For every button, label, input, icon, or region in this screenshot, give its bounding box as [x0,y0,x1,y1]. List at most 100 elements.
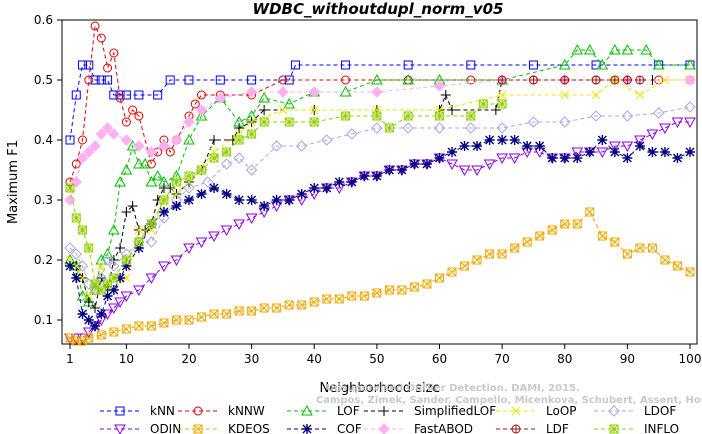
data-point [158,207,169,217]
data-point [234,195,245,205]
data-point [71,213,81,223]
data-point [134,321,144,331]
data-point [572,219,582,229]
data-point [197,165,207,175]
data-point [159,318,169,328]
data-point [134,111,144,121]
data-point [434,273,444,283]
series-layer [64,21,696,346]
data-point [247,117,256,127]
data-point [440,90,451,100]
data-point [511,424,521,434]
data-point [90,75,100,85]
data-point [459,141,470,151]
data-point [283,97,296,109]
data-point [90,21,100,31]
data-point [209,183,220,193]
data-point [71,273,82,283]
data-point [522,237,532,247]
data-point [272,303,282,313]
data-point [290,60,300,70]
data-point [202,176,214,188]
data-point [433,80,446,92]
data-point [90,303,101,313]
data-point [322,294,332,304]
data-point [158,212,170,224]
data-point [193,424,203,434]
data-point [384,285,394,295]
data-point [308,86,320,98]
data-point [434,153,445,163]
legend-item: COF [287,422,362,434]
data-point [247,306,257,316]
data-point [309,105,319,115]
data-point [258,91,270,103]
data-point [384,123,394,133]
data-point [145,146,158,158]
data-point [583,43,596,55]
data-point [684,101,696,113]
data-point [609,147,620,157]
data-point [271,195,282,205]
data-point [83,297,94,307]
data-point [108,128,120,140]
data-point [472,255,482,265]
data-point [346,177,357,187]
legend-label: LoOP [546,404,577,418]
data-point [209,153,219,163]
data-point [133,157,145,169]
data-point [220,158,233,170]
x-tick-label: 90 [620,352,635,366]
data-point [196,189,207,199]
data-point [184,75,194,85]
data-point [158,261,170,273]
data-point [471,165,483,177]
data-point [84,243,94,253]
data-point [460,261,470,271]
data-point [170,134,183,146]
data-point [659,147,670,157]
legend-item: FastABOD [364,422,473,434]
data-point [497,99,507,109]
series-line [69,79,690,297]
data-point [496,122,508,134]
data-point [447,267,457,277]
data-point [341,111,351,121]
data-point [635,90,645,100]
data-point [115,406,125,416]
data-point [466,111,476,121]
data-point [77,309,88,319]
data-point [259,105,270,115]
data-point [270,140,283,152]
x-axis-ticks: 1 10 20 30 40 50 60 70 80 90 100 [66,344,701,366]
y-tick-label: 0.3 [34,193,53,207]
data-point [184,315,194,325]
data-point [165,183,176,193]
data-point [421,159,432,169]
data-point [652,58,665,70]
data-point [621,141,634,153]
data-point [120,291,133,303]
data-point [341,75,351,85]
data-point [65,261,75,271]
data-point [128,105,138,115]
data-point [371,73,383,85]
data-point [103,279,113,289]
legend-item: ODIN [100,422,181,434]
data-point [372,288,382,298]
data-point [622,153,633,163]
series-line [70,121,690,339]
series-inflo [65,99,507,295]
data-point [302,424,312,434]
data-point [96,261,106,271]
data-point [259,201,270,211]
data-point [71,90,81,100]
data-point [559,153,570,163]
data-point [334,294,344,304]
data-point [78,225,88,235]
data-point [220,225,233,237]
data-point [277,86,289,98]
data-point [609,424,619,434]
data-point [195,237,208,249]
